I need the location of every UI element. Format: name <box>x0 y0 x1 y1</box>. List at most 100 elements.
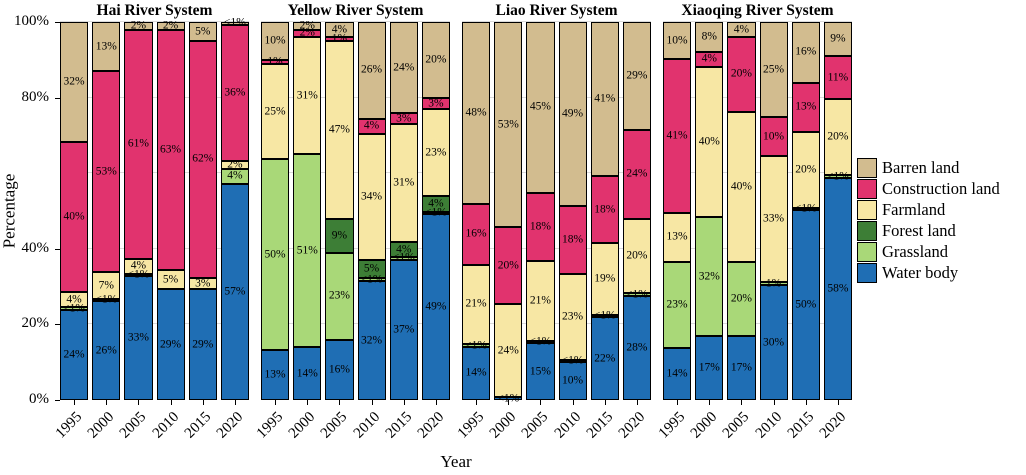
legend-swatch <box>857 221 877 241</box>
stacked-bar: 32% <1% 5% 34% 4% 26% <box>357 22 386 400</box>
gridline <box>663 247 852 249</box>
bar-segment: 45% <box>526 22 555 193</box>
segment-value-label: 20% <box>626 249 648 262</box>
x-tick-label: 2015 <box>181 409 215 442</box>
segment-value-label: 13% <box>795 100 817 113</box>
legend-item: Barren land <box>857 158 1000 178</box>
bar-segment: 11% <box>823 56 853 99</box>
x-tick-mark <box>805 400 807 405</box>
segment-value-label: 45% <box>529 100 551 113</box>
segment-value-label: 4% <box>331 23 348 36</box>
bar-segment: 10% <box>558 362 587 400</box>
segment-value-label: <1% <box>794 202 817 215</box>
segment-value-label: 23% <box>425 146 447 159</box>
bar-segment: 13% <box>92 22 121 72</box>
x-tick-mark <box>74 400 76 405</box>
bar-segment: 51% <box>293 154 322 348</box>
segment-value-label: 31% <box>393 176 415 189</box>
segment-value-label: 14% <box>465 366 487 379</box>
segment-value-label: 17% <box>730 361 752 374</box>
stacked-bar: 24% <1% 4% 40% 32% <box>60 22 89 400</box>
plot-area: 24% <1% 4% 40% 32% 26% <1% 7% 53% 13% 33% <1% 4% 61% 2… <box>60 17 250 400</box>
bar-segment: 9% <box>325 218 354 253</box>
segment-value-label: 2% <box>162 19 179 32</box>
x-label-cell: 2010 <box>350 400 386 452</box>
x-tick-label: 2005 <box>117 409 150 442</box>
x-label-cell: 2010 <box>149 400 185 452</box>
gridline <box>60 96 249 98</box>
gridline <box>261 172 450 174</box>
x-tick-mark <box>138 400 140 405</box>
segment-value-label: 18% <box>594 203 616 216</box>
y-tick-label: 80% <box>21 88 50 105</box>
bar-segment: <1% <box>558 355 587 366</box>
segment-value-label: <1% <box>593 309 616 322</box>
x-axis-labels: 1995 2000 2005 2010 2015 2020 <box>53 400 249 452</box>
bar-segment: 40% <box>727 111 756 262</box>
x-tick-label: 1995 <box>655 409 689 442</box>
bar-segment: 23% <box>663 261 692 348</box>
bar-segment: 58% <box>823 177 853 400</box>
y-tick-label: 0% <box>29 391 49 407</box>
x-tick-mark <box>339 400 341 405</box>
stacked-bar: 22% <1% 19% 18% 41% <box>590 22 619 400</box>
stacked-bar: 14% <1% 21% 16% 48% <box>462 22 491 400</box>
segment-value-label: 15% <box>529 365 551 378</box>
segment-value-label: 20% <box>730 292 752 305</box>
stacked-bar: 37% <1% 4% 31% 3% 24% <box>389 22 418 400</box>
bar-segment: 31% <box>293 37 322 155</box>
legend-label: Forest land <box>882 221 956 240</box>
segment-value-label: <1% <box>497 392 520 405</box>
segment-value-label: 8% <box>701 30 717 43</box>
bar-segment: 5% <box>188 22 217 42</box>
bar-segment: 3% <box>389 112 418 125</box>
facet-title: Xiaoqing River System <box>681 2 834 19</box>
x-tick-label: 2005 <box>519 409 552 442</box>
x-tick-label: 2015 <box>784 409 818 442</box>
legend-item: Farmland <box>857 200 1000 220</box>
stacked-bar: 30% 1% 33% 10% 25% <box>759 22 788 400</box>
gridline <box>462 21 651 22</box>
plot-area: 13% 50% 25% 1% 10% 14% 51% 31% 2% 2% 16% 23% 9% 47% 1%… <box>261 19 451 400</box>
segment-value-label: 20% <box>795 163 817 176</box>
gridline <box>663 172 852 174</box>
segment-value-label: 2% <box>299 19 315 32</box>
segment-value-label: 47% <box>328 123 350 136</box>
bar-segment: 53% <box>92 71 121 273</box>
x-label-cell: 2015 <box>785 400 820 452</box>
gridline <box>663 96 852 98</box>
segment-value-label: 10% <box>264 34 286 47</box>
facet-panel: Yellow River System 13% 50% 25% 1% 10% 14% 51% 3… <box>254 0 451 452</box>
stacked-bar: 26% <1% 7% 53% 13% <box>92 22 121 400</box>
segment-value-label: 26% <box>361 63 383 76</box>
gridline <box>60 21 249 22</box>
bar-segment: <1% <box>791 203 820 214</box>
x-tick-mark <box>403 400 405 405</box>
bar-segment: 32% <box>60 22 89 143</box>
x-label-cell: 2015 <box>584 400 619 452</box>
x-tick-mark <box>275 400 277 405</box>
stacked-bar: 33% <1% 4% 61% 2% <box>124 20 153 400</box>
segment-value-label: 20% <box>730 67 752 80</box>
legend-swatch <box>857 179 877 199</box>
bar-segment: 23% <box>325 252 354 340</box>
y-tick-label: 20% <box>21 315 50 332</box>
segment-value-label: 61% <box>127 137 149 150</box>
segment-value-label: 20% <box>497 259 519 272</box>
segment-value-label: 24% <box>63 348 85 361</box>
bar-segment: 30% <box>759 285 788 400</box>
segment-value-label: <1% <box>626 288 648 301</box>
bar-segment: 10% <box>759 117 788 156</box>
x-tick-label: 2000 <box>688 409 721 442</box>
bar-segment: <1% <box>124 269 153 280</box>
y-tick-label: 40% <box>21 239 50 256</box>
bar-segment: 4% <box>220 168 250 184</box>
segment-value-label: 16% <box>795 45 817 58</box>
bar-segment: 3% <box>421 97 451 110</box>
segment-value-label: 29% <box>192 338 214 351</box>
facet-title: Liao River System <box>495 2 618 19</box>
segment-value-label: <1% <box>127 268 150 281</box>
segment-value-label: 5% <box>162 273 179 286</box>
gridline <box>462 323 651 325</box>
x-label-cell: 2020 <box>616 400 651 452</box>
